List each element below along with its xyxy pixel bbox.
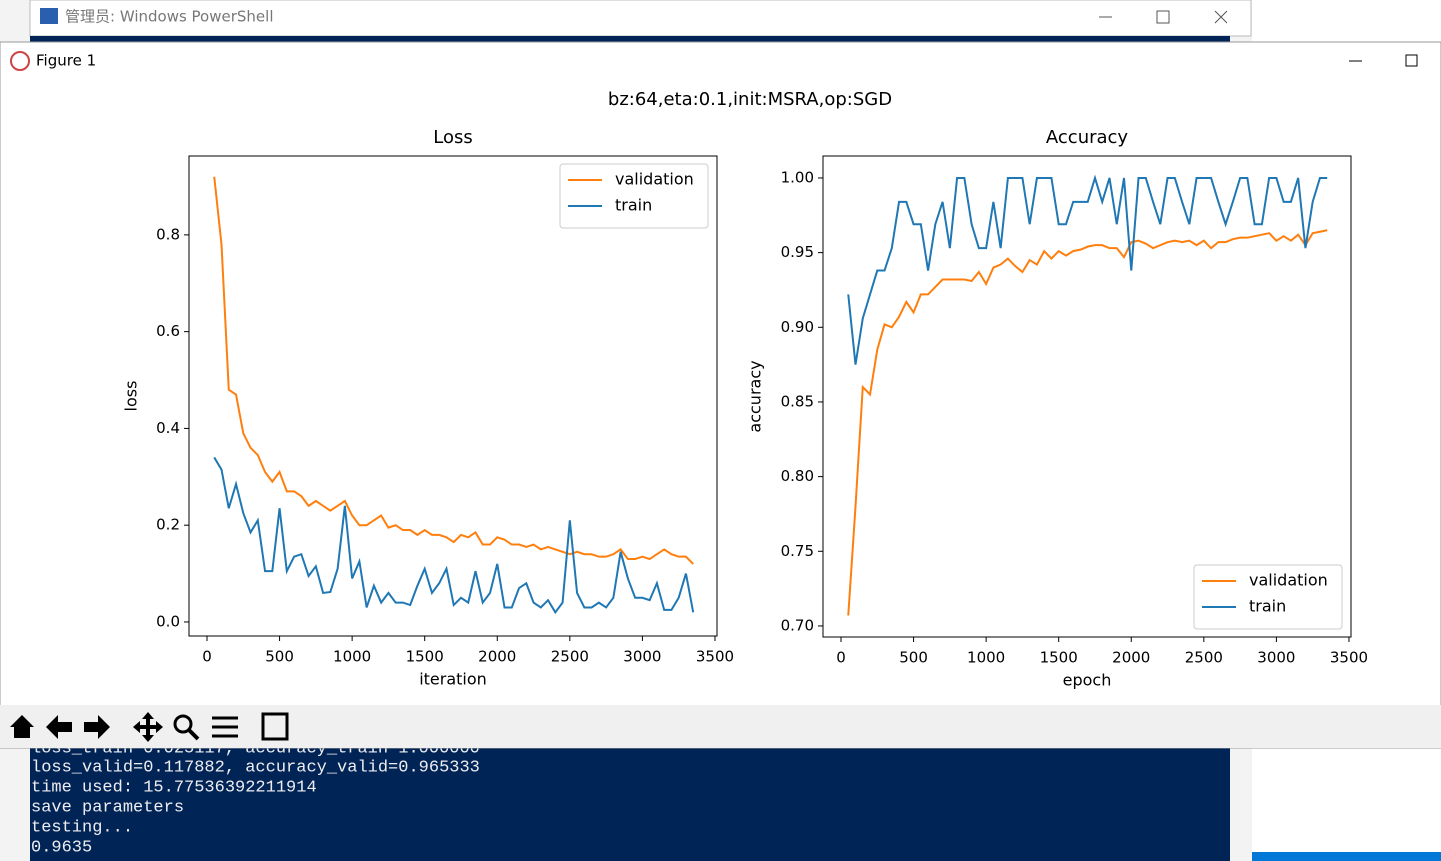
series-line <box>847 229 1328 616</box>
axes-frame <box>188 155 718 637</box>
console-line: save parameters <box>31 798 184 817</box>
zoom-button[interactable] <box>173 714 193 734</box>
figure-window: Figure 1 bz:64,eta:0.1,init:MSRA,op:SGD … <box>0 41 1441 749</box>
series-line <box>847 174 1328 365</box>
axes-frame <box>822 155 1352 638</box>
figure-icon <box>10 51 30 71</box>
x-axis-label: iteration <box>419 670 487 689</box>
x-tick-label: 3000 <box>623 648 661 666</box>
console-line: 0.9635 <box>31 838 92 857</box>
x-tick-label: 0 <box>836 649 846 667</box>
x-tick-label: 1500 <box>1040 649 1078 667</box>
series-line <box>213 456 695 615</box>
x-tick-label: 0 <box>202 648 212 666</box>
figure-maximize[interactable] <box>1405 54 1418 67</box>
suptitle: bz:64,eta:0.1,init:MSRA,op:SGD <box>608 89 892 110</box>
x-tick-label: 500 <box>265 648 294 666</box>
ps-title: 管理员: Windows PowerShell <box>65 8 274 26</box>
axes-background <box>823 156 1351 637</box>
y-tick-label: 0.85 <box>781 392 814 410</box>
x-tick-label: 3500 <box>1330 649 1368 667</box>
y-tick-label: 0.6 <box>156 322 180 340</box>
series-line <box>213 176 694 565</box>
x-tick-label: 500 <box>899 649 928 667</box>
x-tick-label: 2000 <box>1112 649 1150 667</box>
legend-label: validation <box>615 170 694 189</box>
legend-label: train <box>615 196 652 215</box>
chart-title: Loss <box>433 127 472 148</box>
ps-titlebar <box>29 0 1252 37</box>
legend-label: train <box>1249 597 1286 616</box>
toolbar-buttons <box>10 712 289 742</box>
save-button[interactable] <box>261 712 289 741</box>
configure-button[interactable] <box>212 716 238 738</box>
ps-maximize[interactable] <box>1156 10 1170 24</box>
y-tick-label: 0.8 <box>156 225 180 243</box>
y-axis-label: loss <box>122 381 141 412</box>
y-tick-label: 0.80 <box>781 467 814 485</box>
plots: Loss iteration loss 0 500 1000 1500 2000 2500 300… <box>122 127 1369 690</box>
x-tick-label: 2500 <box>1185 649 1223 667</box>
console-line: loss_valid=0.117882, accuracy_valid=0.96… <box>31 758 480 777</box>
x-tick-label: 1500 <box>406 648 444 666</box>
y-tick-label: 0.2 <box>156 516 180 534</box>
ps-icon <box>40 8 58 24</box>
y-tick-label: 0.90 <box>781 318 814 336</box>
back-button[interactable] <box>46 715 72 739</box>
figure-title: Figure 1 <box>36 52 96 70</box>
legend-label: validation <box>1249 571 1328 590</box>
x-tick-label: 2000 <box>478 648 516 666</box>
y-axis-label: accuracy <box>746 360 765 432</box>
x-tick-label: 1000 <box>333 648 371 666</box>
y-tick-label: 0.4 <box>156 419 180 437</box>
x-tick-label: 2500 <box>551 648 589 666</box>
x-axis-label: epoch <box>1063 671 1112 690</box>
ps-close[interactable] <box>1214 10 1228 24</box>
home-button[interactable] <box>10 715 34 738</box>
y-tick-label: 1.00 <box>781 168 814 186</box>
forward-button[interactable] <box>84 715 110 739</box>
side-bar <box>1252 852 1441 861</box>
console-line: testing... <box>31 818 133 837</box>
chart-title: Accuracy <box>1046 127 1129 148</box>
console-line: time used: 15.77536392211914 <box>31 778 317 797</box>
y-tick-label: 0.70 <box>781 616 814 634</box>
x-tick-label: 3500 <box>696 648 734 666</box>
axes-background <box>189 156 717 636</box>
zoom-handle <box>187 728 200 741</box>
y-tick-label: 0.95 <box>781 243 814 261</box>
y-tick-label: 0.75 <box>781 542 814 560</box>
x-tick-label: 3000 <box>1257 649 1295 667</box>
pan-button[interactable] <box>133 712 163 742</box>
x-tick-label: 1000 <box>967 649 1005 667</box>
y-tick-label: 0.0 <box>156 612 180 630</box>
toolbar <box>0 705 1441 748</box>
